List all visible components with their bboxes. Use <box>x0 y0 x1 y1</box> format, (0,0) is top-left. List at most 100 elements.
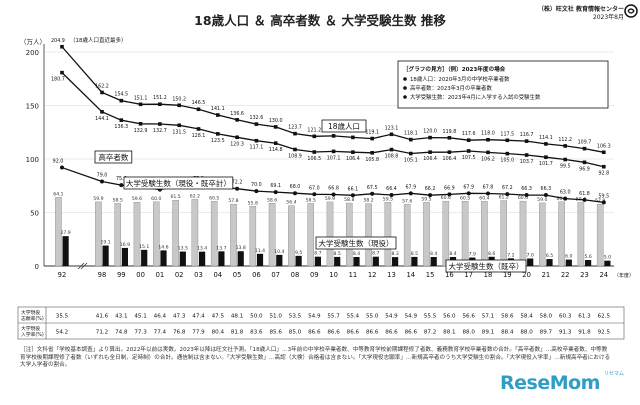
series-point <box>370 191 375 196</box>
series-point <box>543 193 548 198</box>
legend-bullet <box>403 77 407 81</box>
bar-graduate-value: 14.6 <box>158 244 168 250</box>
series-point <box>119 98 124 103</box>
y-unit-label: （万人） <box>20 38 46 46</box>
bar-current <box>133 202 141 267</box>
table-cell: 88.1 <box>443 330 456 336</box>
series-value-label: 150.2 <box>172 96 186 102</box>
axis-break-mark <box>77 262 85 270</box>
series-value-label: 144.1 <box>95 116 109 122</box>
table-cell: 91.3 <box>559 330 572 336</box>
bar-current <box>500 200 508 267</box>
series-value-label: 141.1 <box>211 106 225 112</box>
series-point <box>408 191 413 196</box>
table-cell: 54.9 <box>385 314 398 320</box>
series-value-label: 66.3 <box>541 186 552 192</box>
series-value-label: 120.0 <box>423 129 437 135</box>
bar-graduate-value: 7.2 <box>507 252 514 258</box>
bar-current <box>365 203 372 267</box>
series-value-label: 117.5 <box>500 131 514 137</box>
bar-current-value: 59.9 <box>325 196 335 202</box>
bar-graduate-value: 6.5 <box>546 253 553 259</box>
y-tick-label: 200 <box>26 49 39 57</box>
bar-graduate-value: 7.0 <box>527 253 534 259</box>
series-point <box>331 192 336 197</box>
resemom-logo: ReseMom <box>500 372 600 394</box>
series-point <box>100 110 104 114</box>
series-value-label: 66.1 <box>348 186 359 192</box>
bar-graduate-value: 13.8 <box>236 245 246 251</box>
table-cell: 80.4 <box>212 330 225 336</box>
bar-current <box>461 201 469 267</box>
series-point <box>389 132 394 137</box>
series-point <box>254 138 259 143</box>
series-point <box>293 147 297 152</box>
series-point <box>563 157 567 162</box>
table-cell: 85.0 <box>289 330 302 336</box>
source-date: 2023年8月 <box>592 14 624 21</box>
series-value-label: 136.6 <box>230 111 244 117</box>
bar-graduate <box>314 256 321 266</box>
bar-graduate <box>295 255 302 266</box>
series-value-label: 67.9 <box>463 184 474 190</box>
series-point <box>505 138 510 143</box>
bar-graduate <box>353 257 360 266</box>
series-value-label: 106.2 <box>481 156 495 162</box>
series-value-label: 67.0 <box>309 185 320 191</box>
series-label-exam-box <box>123 176 234 190</box>
series-value-label: 114.8 <box>269 147 283 153</box>
bar-current <box>326 201 334 267</box>
series-point <box>196 127 201 131</box>
table-cell: 47.4 <box>192 314 205 320</box>
series-point <box>466 149 471 153</box>
bar-graduate-value: 13.5 <box>178 246 188 252</box>
x-tick-label: 21 <box>542 271 551 279</box>
legend-item: 大学受験生数：2023年4月に入学する入試の受験生数 <box>410 93 541 101</box>
series-point <box>119 183 124 188</box>
x-tick-label: 23 <box>580 271 589 279</box>
x-tick-label: 00 <box>136 271 145 279</box>
bar-current <box>288 205 295 267</box>
series-value-label: 131.5 <box>172 129 186 135</box>
series-point <box>447 136 452 140</box>
peak-note: （18歳人口直近最多） <box>70 36 127 44</box>
bar-current <box>172 199 179 267</box>
table-cell: 56.6 <box>462 314 475 320</box>
series-point <box>409 151 413 156</box>
series-value-label: 69.1 <box>270 183 281 189</box>
series-point <box>273 141 278 145</box>
y-tick-label: 150 <box>26 103 39 111</box>
series-value-label: 136.3 <box>114 124 128 130</box>
series-value-label: 118.0 <box>481 131 495 137</box>
bar-graduate <box>372 256 379 266</box>
series-point <box>428 193 433 198</box>
series-point <box>370 136 374 141</box>
x-tick-label: 14 <box>406 271 415 279</box>
bar-current-value: 62.2 <box>190 193 200 199</box>
bar-current-value: 58.5 <box>113 197 123 203</box>
bar-graduate <box>585 260 592 266</box>
bar-current <box>249 206 257 267</box>
y-tick-label: 100 <box>26 156 39 164</box>
table-cell: 54.9 <box>308 314 321 320</box>
series-point <box>563 144 567 148</box>
series-value-label: 106.4 <box>346 156 360 162</box>
series-point <box>100 90 104 95</box>
bar-current <box>346 202 353 267</box>
series-point <box>331 149 336 154</box>
table-cell: 89.7 <box>540 330 553 336</box>
table-row-label: 大学現役 <box>21 309 40 316</box>
bar-current <box>268 203 276 267</box>
bar-current <box>210 201 218 267</box>
table-cell: 86.6 <box>308 330 321 336</box>
table-cell: 54.9 <box>405 314 418 320</box>
bar-current-value: 59.6 <box>132 196 142 202</box>
series-point <box>60 44 64 49</box>
bar-current-value: 64.1 <box>53 191 63 197</box>
table-cell: 54.2 <box>56 330 68 336</box>
table-cell: 71.2 <box>96 330 108 336</box>
series-point <box>177 123 181 128</box>
bar-current <box>519 200 527 267</box>
bar-graduate-value: 5.6 <box>584 254 591 260</box>
bar-current-value: 59.5 <box>383 196 393 202</box>
